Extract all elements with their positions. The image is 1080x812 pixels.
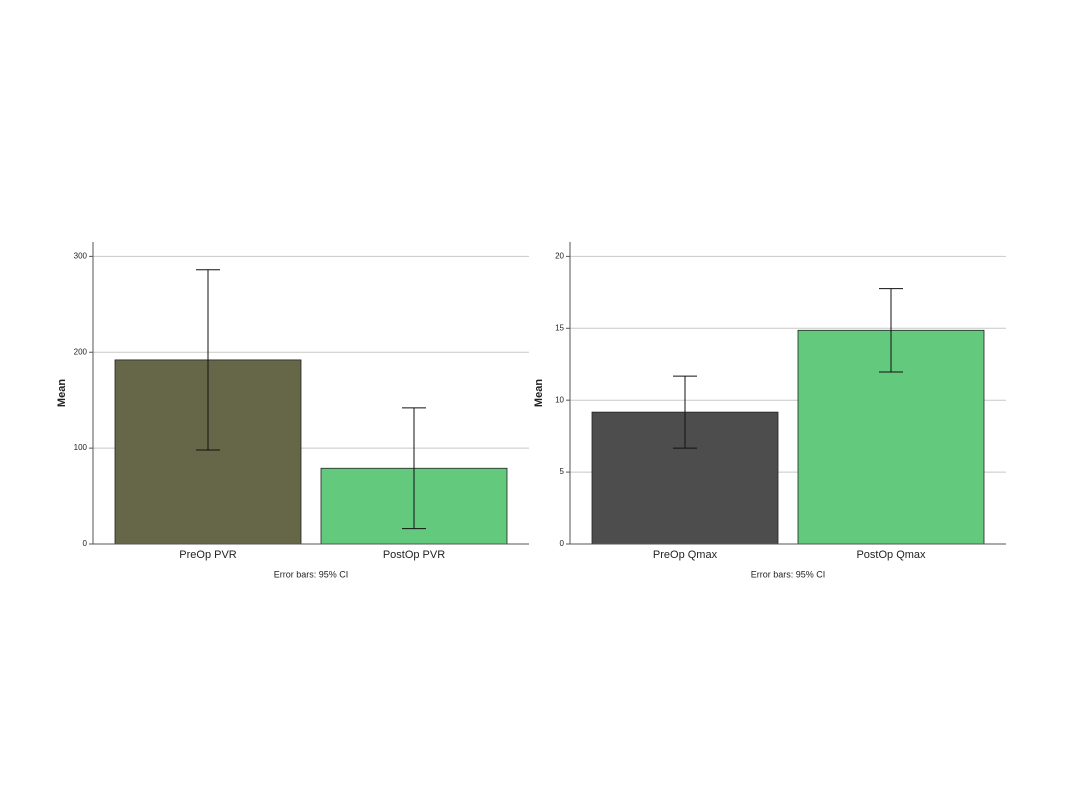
y-axis-label: Mean [56,379,68,407]
y-tick-label: 20 [555,251,564,260]
y-tick-label: 200 [74,347,88,356]
note: Error bars: 95% CI [274,569,349,579]
x-tick-label: PostOp Qmax [856,549,926,561]
y-tick-label: 10 [555,395,564,404]
y-tick-label: 0 [560,539,565,548]
y-tick-label: 15 [555,323,564,332]
x-tick-label: PreOp PVR [179,549,237,561]
y-tick-label: 100 [74,443,88,452]
y-tick-label: 300 [74,251,88,260]
x-tick-label: PostOp PVR [383,549,445,561]
y-axis-label: Mean [533,379,545,407]
y-tick-label: 5 [560,467,565,476]
y-tick-label: 0 [83,539,88,548]
x-tick-label: PreOp Qmax [653,549,718,561]
note: Error bars: 95% CI [751,569,826,579]
